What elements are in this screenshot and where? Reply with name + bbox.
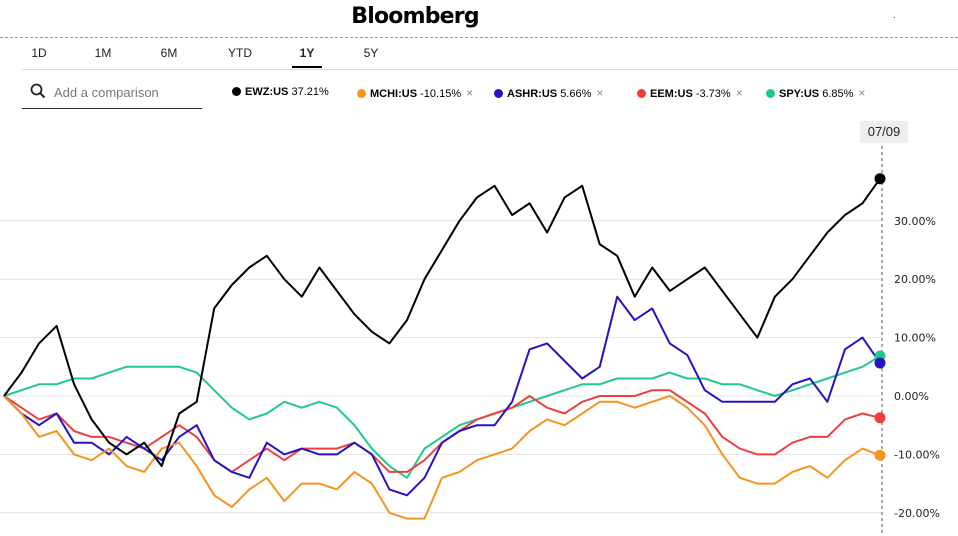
close-icon[interactable]: × <box>735 86 743 100</box>
range-tabs: 1D 1M 6M YTD 1Y 5Y <box>0 46 958 70</box>
legend-change: 5.66% <box>560 88 592 100</box>
legend-change: 6.85% <box>822 88 854 100</box>
legend-item-ashr: ASHR:US 5.66% × <box>494 86 603 100</box>
close-icon[interactable]: × <box>596 86 604 100</box>
series-end-dot-mchi <box>874 449 886 461</box>
legend-dot <box>766 88 775 98</box>
legend-ticker: MCHI:US <box>370 88 418 100</box>
y-tick-label: 10.00% <box>894 332 936 345</box>
close-icon[interactable]: × <box>858 86 866 100</box>
legend-ticker: SPY:US <box>779 88 820 100</box>
corner-mark: . <box>893 10 896 21</box>
series-line-ashr <box>3 295 881 497</box>
y-tick-label: 30.00% <box>894 215 936 228</box>
legend-change: -3.73% <box>695 88 731 100</box>
range-tab-1y[interactable]: 1Y <box>292 46 322 68</box>
series-line-mchi <box>3 395 881 520</box>
legend-change: 37.21% <box>291 86 329 98</box>
legend-dot <box>637 88 646 98</box>
close-icon[interactable]: × <box>466 86 474 100</box>
legend-ticker: EEM:US <box>650 88 693 100</box>
y-tick-label: 0.00% <box>894 390 929 403</box>
series-line-ewz <box>3 178 881 468</box>
range-tab-6m[interactable]: 6M <box>160 46 178 60</box>
legend-dot <box>494 88 503 98</box>
y-tick-label: -20.00% <box>894 507 940 520</box>
legend-ticker: EWZ:US <box>245 86 289 98</box>
range-tab-5y[interactable]: 5Y <box>363 46 379 60</box>
bloomberg-logo: Bloomberg <box>351 4 479 29</box>
series-end-dot-ashr <box>874 357 886 369</box>
legend: EWZ:US 37.21% MCHI:US -10.15% × ASHR:US 5… <box>0 86 958 102</box>
y-tick-label: -10.00% <box>894 448 940 461</box>
search-icon <box>30 83 46 99</box>
range-tab-1m[interactable]: 1M <box>94 46 112 60</box>
legend-dot <box>232 86 241 96</box>
tabs-divider <box>22 69 958 70</box>
y-tick-label: 20.00% <box>894 273 936 286</box>
range-tab-1d[interactable]: 1D <box>31 46 47 60</box>
series-end-dot-ewz <box>874 173 886 185</box>
legend-item-spy: SPY:US 6.85% × <box>766 86 865 100</box>
legend-item-mchi: MCHI:US -10.15% × <box>357 86 473 100</box>
legend-dot <box>357 88 366 98</box>
header-divider <box>0 37 958 38</box>
range-tab-ytd[interactable]: YTD <box>228 46 252 60</box>
legend-item-ewz: EWZ:US 37.21% <box>232 86 329 98</box>
legend-ticker: ASHR:US <box>507 88 558 100</box>
series-end-dot-eem <box>874 412 886 424</box>
date-badge: 07/09 <box>860 121 908 143</box>
legend-change: -10.15% <box>420 88 462 100</box>
comparison-search[interactable] <box>22 78 202 109</box>
search-input[interactable] <box>52 81 201 103</box>
series-line-spy <box>3 355 881 479</box>
legend-item-eem: EEM:US -3.73% × <box>637 86 743 100</box>
